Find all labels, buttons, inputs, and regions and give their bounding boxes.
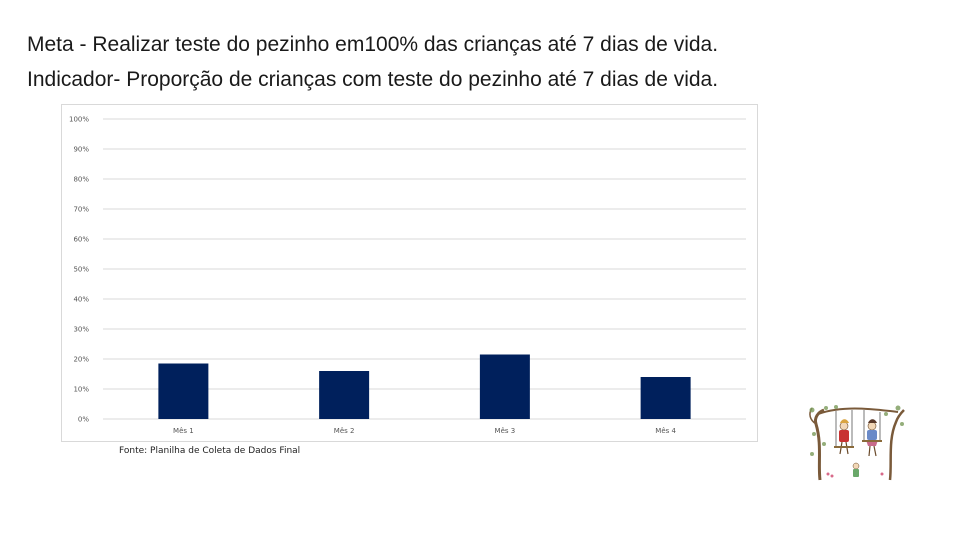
- source-note: Fonte: Planilha de Coleta de Dados Final: [119, 446, 301, 456]
- bar: [319, 371, 370, 419]
- bar: [158, 363, 209, 419]
- bar: [479, 354, 530, 419]
- y-tick-label: 100%: [69, 116, 89, 124]
- bars: [158, 354, 691, 419]
- y-tick-label: 20%: [73, 356, 89, 364]
- x-tick-label: Mês 4: [655, 427, 676, 435]
- y-tick-label: 90%: [73, 146, 89, 154]
- bar: [640, 377, 691, 419]
- y-tick-label: 60%: [73, 236, 89, 244]
- x-tick-label: Mês 3: [495, 427, 516, 435]
- y-tick-label: 70%: [73, 206, 89, 214]
- y-tick-label: 30%: [73, 326, 89, 334]
- x-tick-label: Mês 1: [173, 427, 194, 435]
- y-tick-label: 10%: [73, 386, 89, 394]
- y-tick-label: 0%: [78, 416, 89, 424]
- meta-heading: Meta - Realizar teste do pezinho em100% …: [27, 33, 719, 56]
- y-tick-label: 40%: [73, 296, 89, 304]
- y-axis-ticks: 0% 10% 20% 30% 40% 50% 60% 70% 80% 90% 100%: [69, 116, 89, 424]
- y-tick-label: 50%: [73, 266, 89, 274]
- x-tick-label: Mês 2: [334, 427, 355, 435]
- gridlines: [103, 118, 746, 420]
- indicator-heading: Indicador- Proporção de crianças com tes…: [27, 68, 719, 91]
- y-tick-label: 80%: [73, 176, 89, 184]
- children-swing-clipart-icon: [809, 405, 905, 481]
- x-axis-ticks: Mês 1 Mês 2 Mês 3 Mês 4: [173, 427, 676, 435]
